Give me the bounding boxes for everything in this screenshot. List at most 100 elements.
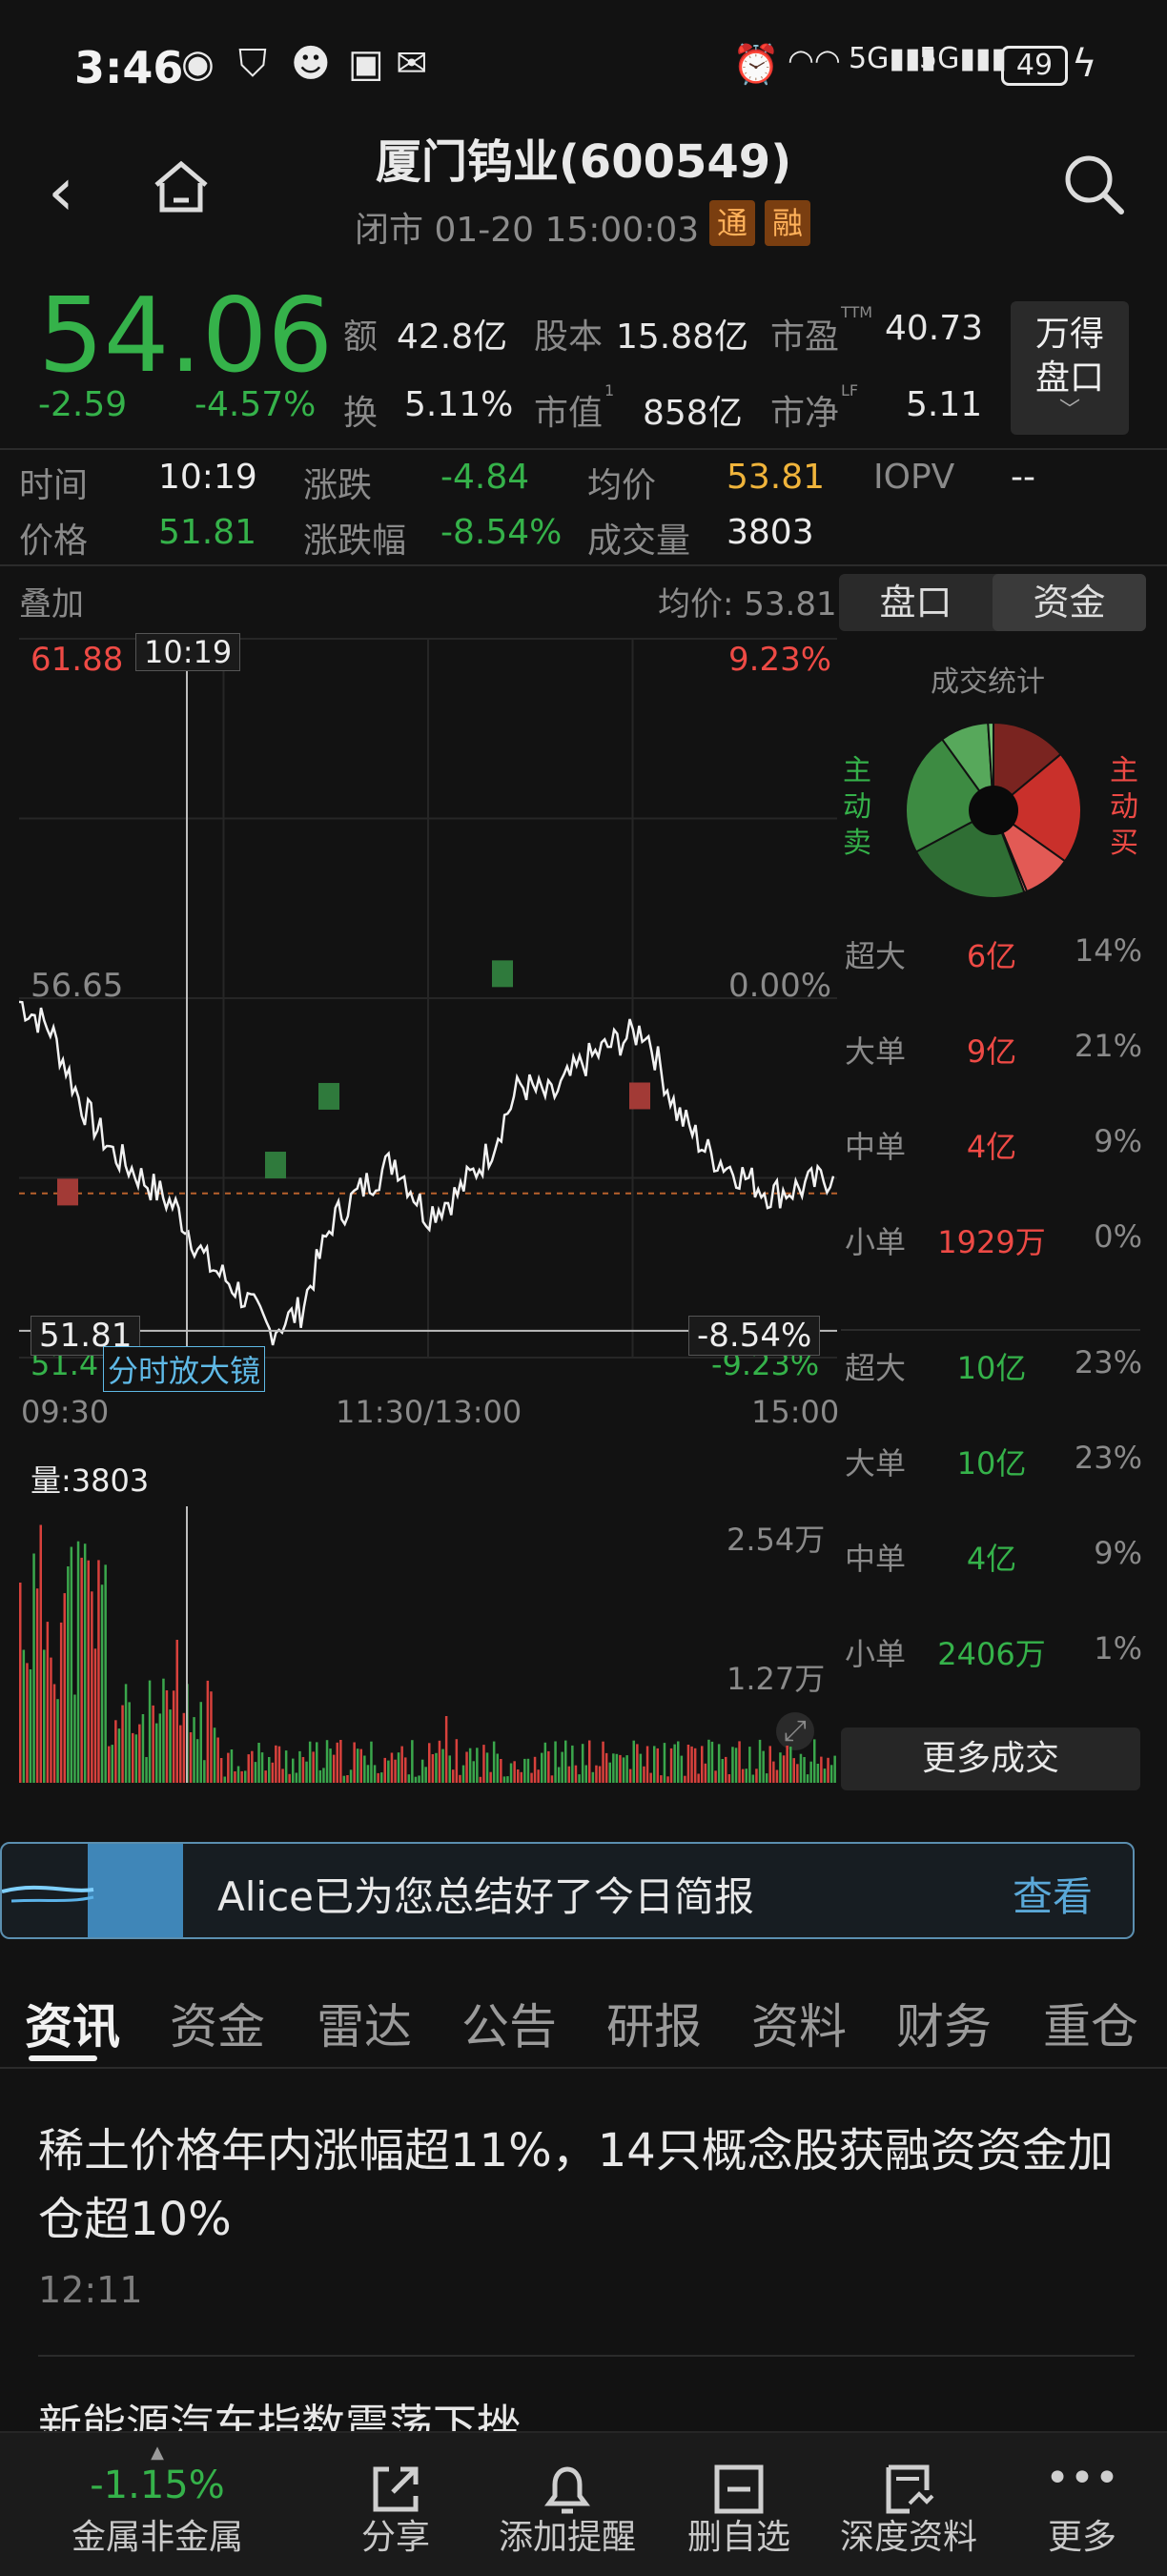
search-icon[interactable] bbox=[1062, 153, 1125, 215]
volume-bar bbox=[543, 1742, 547, 1783]
signal-marker bbox=[318, 1082, 339, 1110]
volume-bar bbox=[32, 1553, 35, 1783]
volume-bar bbox=[710, 1741, 714, 1783]
news-item-title[interactable]: 稀土价格年内涨幅超11%，14只概念股获融资资金加仓超10% bbox=[38, 2124, 1114, 2246]
news-tab[interactable]: 研报 bbox=[606, 1999, 702, 2055]
volume-bar bbox=[779, 1752, 782, 1783]
volume-bar bbox=[738, 1741, 741, 1783]
volume-bar bbox=[829, 1765, 833, 1783]
add-alert-label: 添加提醒 bbox=[498, 2518, 636, 2557]
volume-bar bbox=[741, 1768, 745, 1783]
share-button[interactable]: 分享 bbox=[324, 2433, 467, 2576]
volume-bar bbox=[619, 1754, 622, 1783]
news-tab[interactable]: 资讯 bbox=[25, 1999, 120, 2055]
volume-bar bbox=[244, 1770, 247, 1783]
volume-bar bbox=[223, 1776, 226, 1783]
volume-bar bbox=[138, 1724, 141, 1783]
news-tab[interactable]: 财务 bbox=[896, 1999, 992, 2055]
sector-button[interactable]: ▲ -1.15% 金属非金属 bbox=[38, 2433, 276, 2576]
volume-bar bbox=[339, 1740, 342, 1783]
buy-flow-row-label: 超大 bbox=[845, 938, 907, 974]
volume-bar bbox=[203, 1760, 206, 1783]
volume-bar bbox=[827, 1757, 829, 1783]
volume-bar bbox=[172, 1690, 175, 1783]
news-tab[interactable]: 雷达 bbox=[317, 1999, 412, 2055]
news-tab[interactable]: 资金 bbox=[170, 1999, 265, 2055]
volume-bar bbox=[725, 1756, 727, 1783]
volume-bar bbox=[210, 1691, 213, 1783]
volume-bar bbox=[247, 1754, 250, 1783]
pb-value: 5.11 bbox=[906, 385, 983, 424]
volume-bar bbox=[155, 1723, 158, 1783]
intraday-price-chart[interactable] bbox=[19, 633, 839, 1386]
home-icon[interactable] bbox=[153, 160, 210, 214]
cross-pct: -8.54% bbox=[440, 513, 563, 552]
volume-bar bbox=[717, 1744, 721, 1783]
volume-bar bbox=[312, 1751, 315, 1783]
volume-bar bbox=[622, 1757, 625, 1783]
news-tab[interactable]: 公告 bbox=[461, 1999, 557, 2055]
expand-icon[interactable]: ⤢ bbox=[776, 1712, 814, 1750]
volume-bar bbox=[111, 1745, 113, 1783]
remove-box-icon bbox=[714, 2464, 764, 2514]
volume-bar bbox=[35, 1588, 39, 1783]
volume-bar bbox=[124, 1684, 128, 1783]
magnifier-button[interactable]: 分时放大镜 bbox=[103, 1346, 266, 1392]
news-item-time: 12:11 bbox=[38, 2269, 143, 2311]
more-button[interactable]: ••• 更多 bbox=[1011, 2433, 1154, 2576]
volume-bar bbox=[697, 1773, 700, 1783]
volume-bar bbox=[219, 1758, 223, 1783]
volume-bar bbox=[441, 1748, 444, 1783]
sector-pct: -1.15% bbox=[90, 2464, 225, 2507]
deep-data-button[interactable]: 深度资料 bbox=[828, 2433, 990, 2576]
pe-sup: TTM bbox=[841, 303, 873, 321]
news-tab[interactable]: 资料 bbox=[751, 1999, 847, 2055]
volume-bar bbox=[816, 1764, 820, 1783]
volume-bar bbox=[117, 1728, 121, 1783]
add-alert-button[interactable]: 添加提醒 bbox=[486, 2433, 648, 2576]
pie-slice bbox=[992, 752, 1082, 863]
banner-view-link[interactable]: 查看 bbox=[1013, 1873, 1094, 1920]
cross-change-label: 涨跌 bbox=[303, 466, 373, 505]
charging-icon: ϟ bbox=[1072, 42, 1097, 86]
volume-bar bbox=[380, 1772, 383, 1783]
divider bbox=[0, 448, 1167, 450]
volume-bar bbox=[602, 1741, 604, 1783]
briefing-banner[interactable]: Alice已为您总结好了今日简报 查看 bbox=[0, 1842, 1135, 1939]
tab-pankou[interactable]: 盘口 bbox=[879, 582, 952, 624]
chart-high-price: 61.88 bbox=[31, 641, 124, 679]
volume-bar bbox=[482, 1745, 485, 1783]
wande-pankou-button[interactable]: 万得盘口 ﹀ bbox=[1011, 301, 1129, 435]
volume-bar bbox=[561, 1751, 563, 1783]
volume-bar bbox=[677, 1741, 680, 1783]
volume-bar bbox=[745, 1768, 747, 1783]
volume-bar bbox=[342, 1775, 346, 1783]
volume-bar bbox=[295, 1772, 298, 1783]
volume-bar bbox=[325, 1740, 329, 1783]
overlay-button[interactable]: 叠加 bbox=[19, 585, 84, 624]
volume-bar bbox=[799, 1753, 803, 1783]
sell-side-label: 主动卖 bbox=[843, 754, 871, 860]
more-trades-button[interactable]: 更多成交 bbox=[841, 1728, 1140, 1790]
volume-bar bbox=[19, 1583, 22, 1783]
volume-bar bbox=[121, 1705, 124, 1783]
volume-bar bbox=[359, 1748, 362, 1783]
volume-bar bbox=[91, 1591, 93, 1783]
volume-bar bbox=[758, 1739, 762, 1783]
cursor-time-tag: 10:19 bbox=[135, 633, 241, 671]
active-tab-indicator bbox=[29, 2055, 97, 2061]
volume-bar bbox=[513, 1761, 516, 1783]
volume-bar bbox=[234, 1771, 236, 1783]
volume-bar bbox=[424, 1767, 427, 1783]
signal-marker bbox=[57, 1178, 78, 1206]
tab-zijin[interactable]: 资金 bbox=[993, 574, 1146, 631]
remove-watchlist-button[interactable]: 删自选 bbox=[667, 2433, 810, 2576]
volume-bar bbox=[772, 1761, 775, 1783]
volume-bar bbox=[435, 1752, 438, 1783]
back-icon[interactable]: ‹ bbox=[48, 153, 74, 231]
volume-bar bbox=[70, 1546, 73, 1783]
pie-slice bbox=[993, 721, 1063, 813]
news-tab[interactable]: 重仓 bbox=[1043, 1999, 1138, 2055]
cross-vol: 3803 bbox=[727, 513, 814, 552]
volume-bar bbox=[721, 1759, 724, 1783]
